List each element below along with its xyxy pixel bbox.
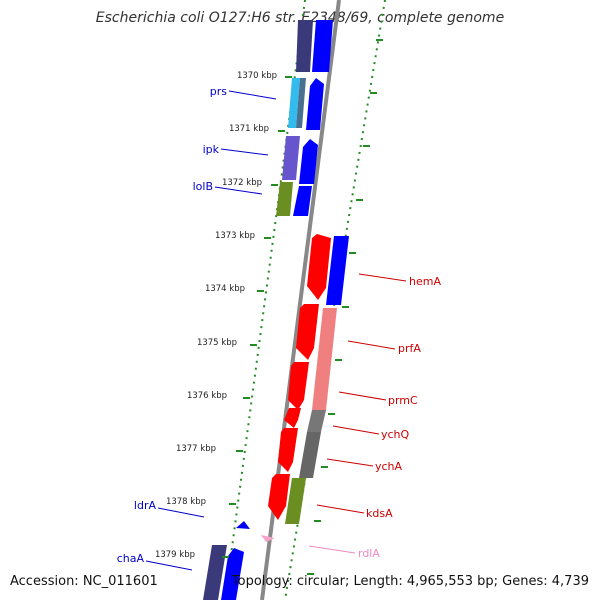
tick-label: 1373 kbp bbox=[215, 231, 255, 241]
tick-label: 1375 kbp bbox=[197, 338, 237, 348]
gene-label-ipk: ipk bbox=[203, 143, 220, 156]
leader-rdlA bbox=[308, 545, 356, 554]
leader-ychA bbox=[326, 458, 374, 467]
gene-label-prmC: prmC bbox=[388, 394, 418, 407]
accession-label: Accession: NC_011601 bbox=[10, 574, 158, 589]
tick-label: 1374 kbp bbox=[205, 284, 245, 294]
cog-bar-prfA bbox=[312, 308, 337, 410]
tick-marks bbox=[222, 39, 383, 575]
tick-label: 1371 kbp bbox=[229, 124, 269, 134]
leader-ychQ bbox=[332, 425, 380, 435]
cds-reverse-ychQ-small bbox=[284, 408, 301, 428]
cog-bar-ipk bbox=[282, 136, 300, 180]
cog-bar-prs-2 bbox=[296, 78, 306, 128]
cds-forward-chaA bbox=[221, 548, 244, 600]
leader-chaA bbox=[145, 560, 193, 571]
tick-label: 1379 kbp bbox=[155, 550, 195, 560]
gene-label-ldrA: ldrA bbox=[134, 499, 157, 512]
gene-label-lolB: lolB bbox=[193, 180, 213, 193]
cds-forward-top bbox=[312, 20, 333, 72]
cog-bar-lolB bbox=[276, 182, 293, 216]
cds-reverse-prmC bbox=[288, 362, 309, 410]
rna-rdlA bbox=[261, 535, 275, 542]
gene-label-ychQ: ychQ bbox=[381, 428, 410, 441]
cds-reverse-kdsA bbox=[268, 474, 290, 520]
leader-prmC bbox=[338, 391, 387, 401]
leader-hemA bbox=[358, 273, 407, 282]
leader-kdsA bbox=[316, 504, 365, 514]
tick-label: 1376 kbp bbox=[187, 391, 227, 401]
cog-bar-ychA bbox=[299, 432, 321, 478]
gene-label-chaA: chaA bbox=[117, 552, 145, 565]
tick-label: 1378 kbp bbox=[166, 497, 206, 507]
cds-reverse-ychA bbox=[278, 428, 298, 472]
cog-bar-prmC bbox=[307, 410, 326, 432]
cds-forward-ipk bbox=[299, 139, 318, 184]
tick-label: 1377 kbp bbox=[176, 444, 216, 454]
cds-forward-prs bbox=[306, 78, 324, 130]
genome-summary: Topology: circular; Length: 4,965,553 bp… bbox=[231, 574, 589, 589]
cds-forward-lolB bbox=[293, 186, 312, 216]
left-tick-ring bbox=[224, 0, 306, 600]
leader-prs bbox=[228, 90, 277, 100]
cog-bar-chaA bbox=[203, 545, 227, 600]
gene-label-prs: prs bbox=[210, 85, 228, 98]
gene-label-hemA: hemA bbox=[409, 275, 441, 288]
leader-ldrA bbox=[157, 507, 205, 518]
cog-bar-kdsA bbox=[285, 478, 306, 524]
cds-forward-hemA bbox=[326, 236, 349, 305]
leader-lolB bbox=[214, 186, 263, 195]
gene-label-ychA: ychA bbox=[375, 460, 403, 473]
leader-prfA bbox=[347, 340, 396, 350]
cog-bar-top bbox=[296, 20, 313, 72]
rna-ldrA bbox=[236, 521, 250, 529]
tick-label: 1370 kbp bbox=[237, 71, 277, 81]
tick-label: 1372 kbp bbox=[222, 178, 262, 188]
genome-title: Escherichia coli O127:H6 str. E2348/69, … bbox=[95, 10, 505, 26]
cds-reverse-hemA bbox=[307, 234, 331, 300]
leader-ipk bbox=[220, 148, 269, 156]
gene-label-kdsA: kdsA bbox=[366, 507, 393, 520]
gene-label-rdlA: rdlA bbox=[358, 547, 380, 560]
gene-label-prfA: prfA bbox=[398, 342, 421, 355]
cds-reverse-prfA bbox=[296, 304, 319, 360]
